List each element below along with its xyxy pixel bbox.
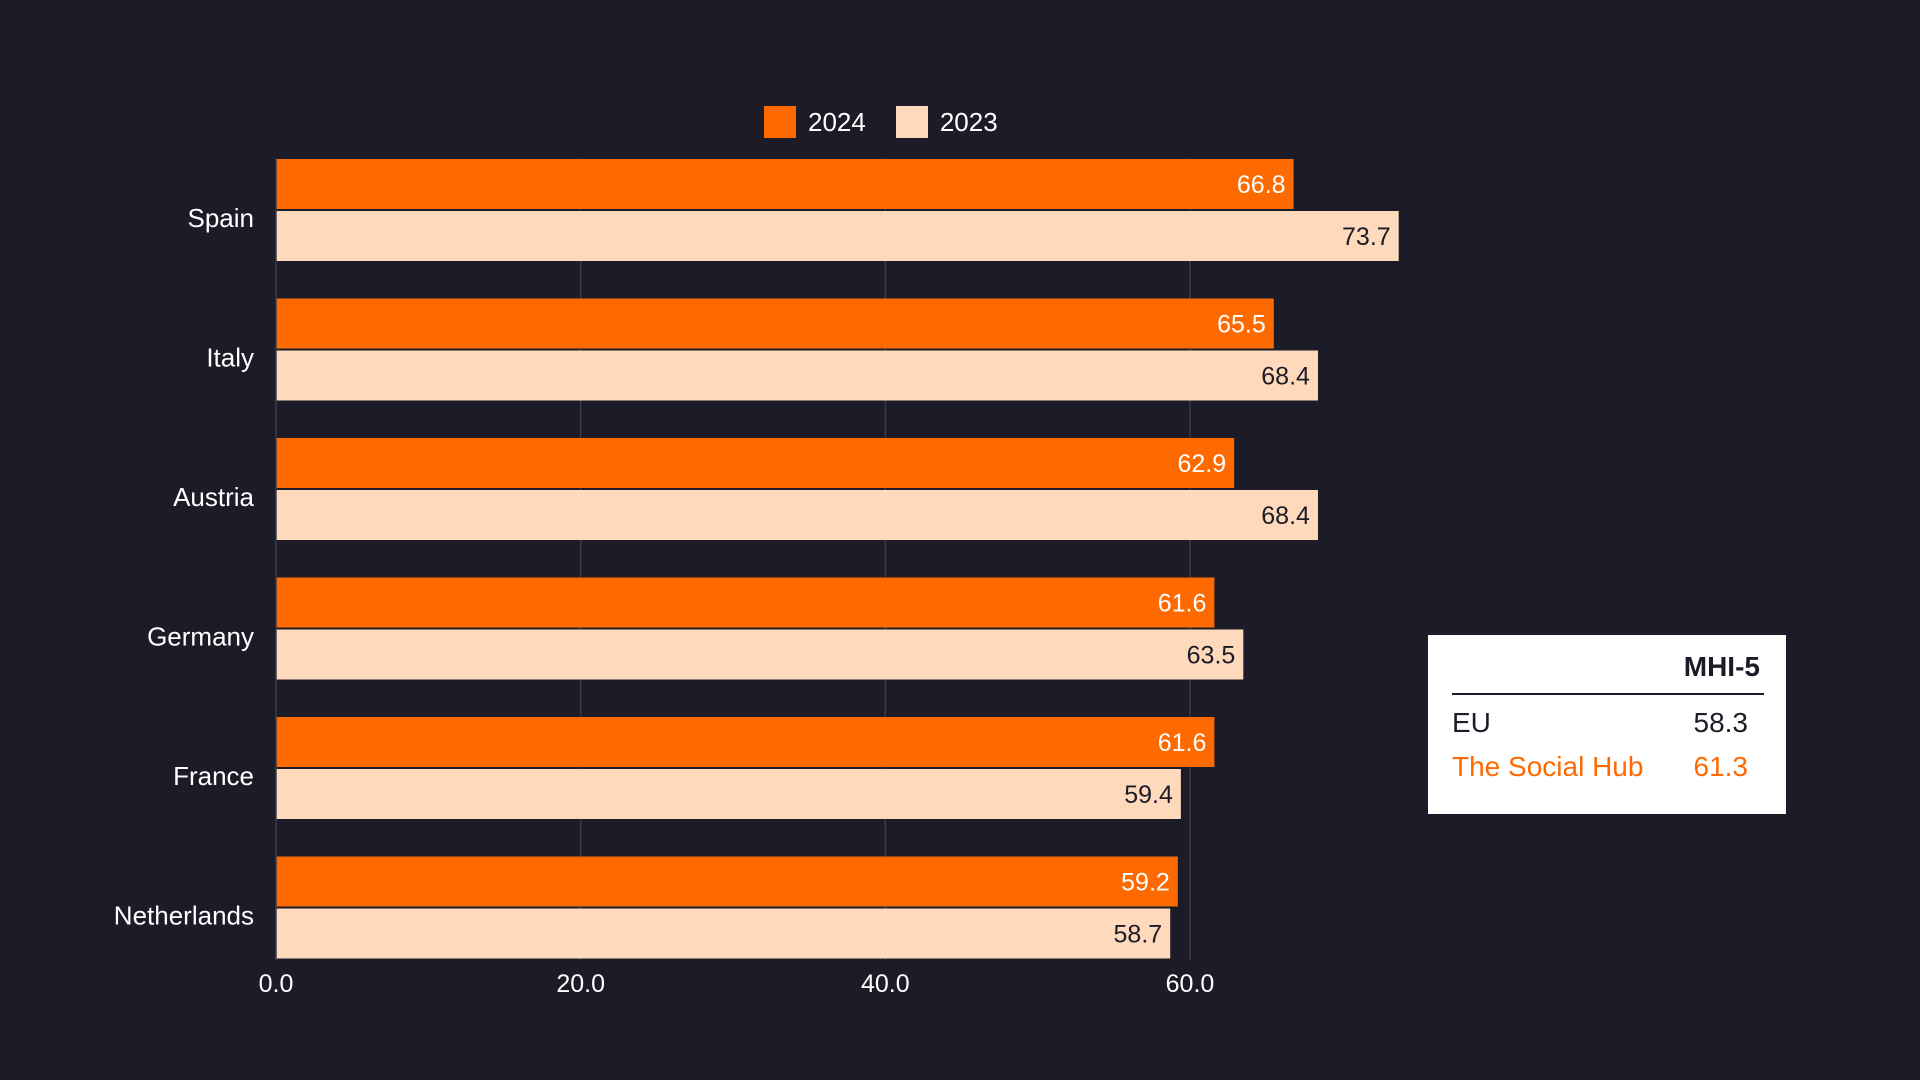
bar-2023-austria: [276, 490, 1318, 540]
bar-2023-france: [276, 769, 1181, 819]
category-label: Austria: [173, 482, 254, 512]
category-label: Spain: [188, 203, 255, 233]
bar-2023-spain: [276, 211, 1399, 261]
mhi-header-label: MHI-5: [1683, 651, 1760, 682]
bar-2024-austria: [276, 438, 1235, 488]
legend-label-2023: 2023: [939, 106, 998, 137]
legend-item-2024: 2024: [764, 106, 866, 138]
data-label: 65.5: [1217, 311, 1266, 339]
mhi-table-header: MHI-5: [1452, 651, 1764, 695]
data-label: 59.4: [1124, 781, 1173, 809]
x-tick-label: 60.0: [1166, 970, 1215, 998]
data-label: 73.7: [1342, 223, 1391, 251]
mhi-row-social-hub: The Social Hub 61.3: [1452, 739, 1764, 783]
bar-2024-italy: [276, 298, 1274, 349]
data-label: 63.5: [1187, 642, 1236, 670]
mhi-row-label: EU: [1452, 707, 1491, 738]
mhi-table: MHI-5 EU 58.3 The Social Hub 61.3: [1428, 635, 1786, 814]
x-tick-label: 40.0: [861, 970, 910, 998]
data-label: 61.6: [1158, 729, 1207, 757]
data-label: 68.4: [1261, 502, 1310, 530]
legend-item-2023: 2023: [895, 106, 998, 138]
legend-label-2024: 2024: [808, 106, 866, 137]
mhi-row-label: The Social Hub: [1452, 751, 1644, 782]
bar-2023-italy: [276, 350, 1318, 401]
data-label: 62.9: [1178, 450, 1227, 478]
mhi-row-value: 58.3: [1693, 707, 1749, 738]
x-tick-label: 0.0: [259, 970, 294, 998]
bar-2023-germany: [276, 629, 1244, 680]
data-label: 59.2: [1121, 869, 1170, 897]
data-label: 58.7: [1114, 921, 1163, 949]
data-label: 68.4: [1261, 363, 1310, 391]
category-label: Netherlands: [114, 901, 254, 931]
mhi-row-eu: EU 58.3: [1452, 695, 1764, 739]
bar-2024-spain: [276, 159, 1294, 209]
x-tick-label: 20.0: [556, 970, 605, 998]
bar-2024-germany: [276, 577, 1215, 628]
category-label: Italy: [206, 343, 254, 373]
legend-swatch-2023: [895, 106, 928, 138]
bar-2024-france: [276, 717, 1215, 767]
data-label: 66.8: [1237, 171, 1286, 199]
bar-2024-netherlands: [276, 856, 1178, 907]
mhi-row-value: 61.3: [1693, 751, 1749, 782]
data-label: 61.6: [1158, 590, 1207, 618]
legend: 2024 2023: [764, 106, 998, 138]
category-label: Germany: [147, 622, 254, 652]
bar-2023-netherlands: [276, 908, 1171, 959]
category-label: France: [173, 761, 254, 791]
legend-swatch-2024: [764, 106, 796, 138]
